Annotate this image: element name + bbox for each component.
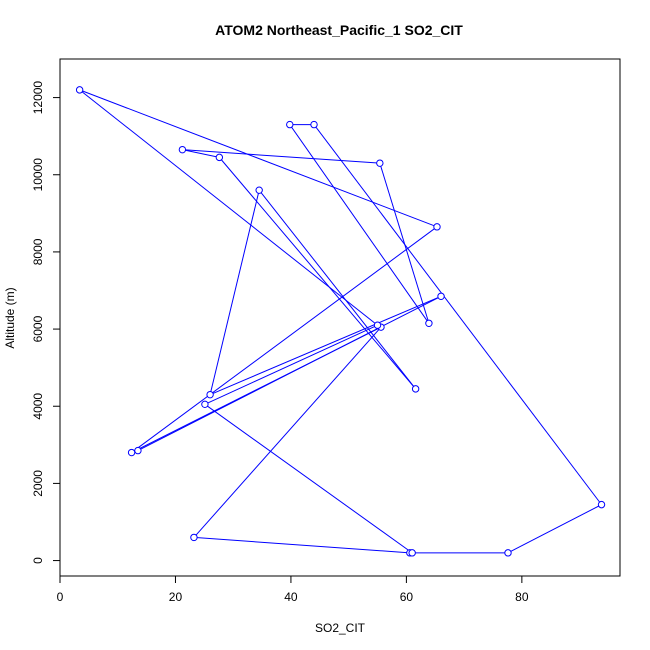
- data-point: [215, 153, 224, 162]
- series-segment: [137, 295, 442, 452]
- y-tick-label: 10000: [31, 158, 45, 192]
- series-segment: [182, 149, 220, 158]
- data-point: [437, 292, 445, 300]
- data-point: [597, 500, 606, 509]
- data-point: [201, 400, 209, 409]
- series-segment: [204, 403, 413, 554]
- data-point: [433, 223, 441, 231]
- x-axis: 0 20 40 60 80: [57, 575, 529, 604]
- data-point: [376, 159, 384, 167]
- series-segment: [313, 124, 602, 505]
- y-tick-label: 4000: [31, 393, 45, 420]
- y-tick-label: 0: [31, 557, 45, 564]
- series-lines: [79, 89, 602, 554]
- y-tick-label: 12000: [31, 81, 45, 115]
- data-point: [134, 446, 142, 455]
- data-point: [190, 533, 198, 542]
- series-segment: [193, 536, 410, 554]
- data-point: [310, 120, 318, 129]
- x-tick-label: 20: [169, 590, 183, 604]
- series-segment: [182, 149, 380, 164]
- data-point: [127, 448, 136, 457]
- series-segment: [218, 157, 417, 390]
- y-tick-label: 2000: [31, 470, 45, 497]
- data-point: [373, 321, 382, 329]
- data-point: [206, 390, 214, 399]
- data-point: [408, 549, 416, 557]
- data-point: [425, 319, 433, 327]
- x-tick-label: 80: [515, 590, 529, 604]
- x-axis-label: SO2_CIT: [315, 621, 366, 635]
- data-point: [286, 120, 294, 129]
- series-segment: [507, 504, 602, 554]
- y-axis: 0 2000 4000 6000 8000 10000 12000: [31, 81, 61, 564]
- data-point: [178, 145, 187, 154]
- series-segment: [289, 124, 430, 324]
- series-segment: [209, 295, 442, 396]
- x-tick-label: 60: [400, 590, 414, 604]
- data-point: [504, 549, 512, 557]
- series-segment: [79, 89, 438, 228]
- x-tick-label: 40: [284, 590, 298, 604]
- y-tick-label: 8000: [31, 238, 45, 265]
- series-segment: [131, 226, 438, 453]
- y-tick-label: 6000: [31, 315, 45, 342]
- series-points: [75, 86, 606, 557]
- series-segment: [193, 326, 382, 538]
- data-point: [255, 186, 263, 194]
- data-point: [75, 86, 84, 94]
- x-tick-label: 0: [57, 590, 64, 604]
- series-segment: [379, 163, 430, 324]
- chart-title: ATOM2 Northeast_Pacific_1 SO2_CIT: [215, 22, 463, 38]
- series-segment: [204, 324, 378, 405]
- y-axis-label: Altitude (m): [3, 287, 17, 348]
- series-segment: [209, 190, 260, 395]
- data-point: [411, 385, 420, 393]
- series-segment: [258, 189, 417, 390]
